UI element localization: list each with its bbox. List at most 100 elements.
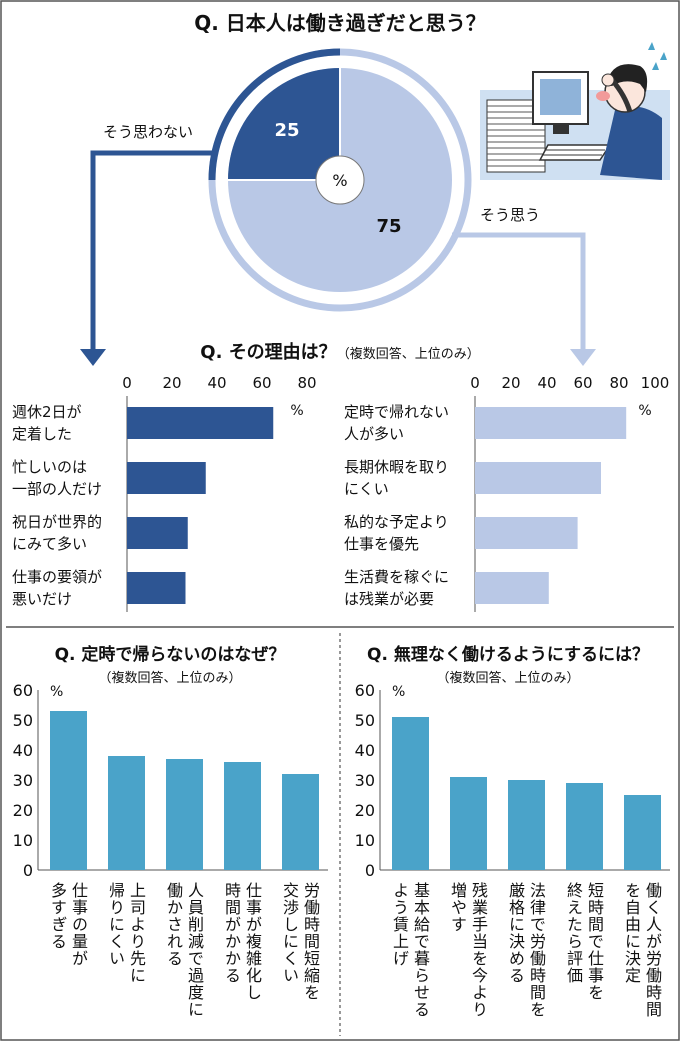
right-reason-label-1-line-0: 長期休暇を取り <box>344 458 449 476</box>
how-chart-label-1-line-1: 増やす <box>448 882 467 933</box>
pie-label-think: そう思う <box>480 206 540 224</box>
why-chart-label-0-line-1: 多すぎる <box>48 882 67 950</box>
left-reason-label-3-line-0: 仕事の要領が <box>12 568 102 586</box>
right-reason-x-tick-0: 0 <box>470 374 480 392</box>
left-reason-label-1: 忙しいのは一部の人だけ <box>12 458 102 498</box>
why-chart-bar-0 <box>50 711 87 870</box>
how-chart-label-1-line-0: 残業手当を今より <box>469 882 488 1018</box>
how-chart-y-tick-0: 0 <box>365 861 375 880</box>
how-to-work-reasonably-chart: Q. 無理なく働けるようにするには？ （複数回答、上位のみ） 0 10 20 30 40 50… <box>355 644 670 1018</box>
reasons-panel-think: 0 20 40 60 80 100% 定時で帰れない人が多い長期休暇を取りにくい私的な予定よ… <box>344 374 669 612</box>
right-reason-label-0-line-1: 人が多い <box>344 425 404 443</box>
reasons-panel-not-think: 0 20 40 60 80% 週休2日が定着した忙しいのは一部の人だけ祝日が世界的にみて多… <box>12 374 317 612</box>
how-chart-label-4-line-1: を自由に決定 <box>622 882 641 984</box>
why-chart-label-0-line-0: 仕事の量が <box>69 882 88 967</box>
arrow-not-think <box>90 150 214 350</box>
how-chart-bar-2 <box>508 780 545 870</box>
how-chart-y-tick-5: 50 <box>355 711 375 730</box>
left-reason-label-2: 祝日が世界的にみて多い <box>12 513 102 553</box>
pie-title: Q. 日本人は働き過ぎだと思う？ <box>194 11 486 35</box>
left-reason-bar-1 <box>127 462 206 494</box>
how-chart-label-0-line-0: 基本給で暮らせる <box>411 882 430 1018</box>
why-chart-bar-4 <box>282 774 319 870</box>
left-reason-bar-3 <box>127 572 186 604</box>
arrow-think <box>452 232 586 350</box>
how-chart-label-2-line-0: 法律で労働時間を <box>527 882 546 1018</box>
why-chart-title: Q. 定時で帰らないのはなぜ？ <box>55 644 286 665</box>
right-reason-x-tick-2: 40 <box>537 374 556 392</box>
right-reason-label-3-line-1: は残業が必要 <box>344 590 434 608</box>
right-reason-label-3: 生活費を稼ぐには残業が必要 <box>344 568 449 608</box>
why-chart-y-tick-3: 30 <box>13 771 33 790</box>
why-chart-unit: % <box>50 684 63 700</box>
left-reason-label-2-line-0: 祝日が世界的 <box>12 513 102 531</box>
why-chart-label-2-line-1: 働かされる <box>164 882 183 967</box>
how-chart-y-tick-3: 30 <box>355 771 375 790</box>
right-reason-x-tick-3: 60 <box>573 374 592 392</box>
how-chart-bar-1 <box>450 777 487 870</box>
right-reason-x-tick-5: 100 <box>641 374 670 392</box>
left-reason-label-2-line-1: にみて多い <box>12 535 87 553</box>
how-chart-bar-4 <box>624 795 661 870</box>
how-chart-bar-0 <box>392 717 429 870</box>
right-reason-unit: % <box>638 403 651 419</box>
left-reason-x-tick-3: 60 <box>252 374 271 392</box>
why-chart-subtitle: （複数回答、上位のみ） <box>98 670 241 686</box>
pie-center-hole <box>315 155 365 205</box>
how-chart-y-tick-2: 20 <box>355 801 375 820</box>
left-reason-label-0-line-1: 定着した <box>12 425 72 443</box>
right-reason-label-0-line-0: 定時で帰れない <box>344 403 449 421</box>
right-reason-label-2-line-1: 仕事を優先 <box>344 535 419 553</box>
why-chart-label-3-line-0: 仕事が複雑化し <box>243 882 262 1001</box>
left-reason-label-3-line-1: 悪いだけ <box>12 590 72 608</box>
right-reason-label-2-line-0: 私的な予定より <box>344 513 449 531</box>
why-chart-label-1-line-0: 上司より先に <box>127 882 146 984</box>
left-reason-label-1-line-0: 忙しいのは <box>12 458 87 476</box>
how-chart-y-tick-6: 60 <box>355 681 375 700</box>
why-chart-y-tick-0: 0 <box>23 861 33 880</box>
why-chart-y-tick-2: 20 <box>13 801 33 820</box>
how-chart-label-0-line-1: よう賃上げ <box>390 882 409 967</box>
left-reason-unit: % <box>290 403 303 419</box>
arrowhead-think <box>570 349 596 366</box>
why-chart-y-tick-1: 10 <box>13 831 33 850</box>
pie-outer-ring-dark <box>208 48 341 181</box>
left-reason-bar-0 <box>127 407 274 439</box>
left-reason-label-0-line-0: 週休2日が <box>12 403 82 421</box>
left-reason-x-tick-0: 0 <box>122 374 132 392</box>
pie-value-think: 75 <box>376 216 401 237</box>
left-reason-label-3: 仕事の要領が悪いだけ <box>12 568 102 608</box>
how-chart-label-3-line-0: 短時間で仕事を <box>585 882 604 1001</box>
pie-slice-not-think <box>228 68 340 180</box>
left-reason-x-tick-2: 40 <box>207 374 226 392</box>
why-not-leave-on-time-chart: Q. 定時で帰らないのはなぜ？ （複数回答、上位のみ） 0 10 20 30 40 50 60%… <box>13 644 328 1018</box>
reasons-title: Q. その理由は？（複数回答、上位のみ） <box>200 341 479 363</box>
pie-label-not-think: そう思わない <box>103 123 193 141</box>
how-chart-y-tick-4: 40 <box>355 741 375 760</box>
why-chart-label-3-line-1: 時間がかかる <box>222 882 241 984</box>
why-chart-bar-2 <box>166 759 203 870</box>
why-chart-bar-3 <box>224 762 261 870</box>
right-reason-label-1-line-1: にくい <box>344 480 389 498</box>
right-reason-bar-3 <box>475 572 549 604</box>
how-chart-unit: % <box>392 684 405 700</box>
right-reason-label-1: 長期休暇を取りにくい <box>344 458 449 498</box>
why-chart-y-tick-4: 40 <box>13 741 33 760</box>
overworked-person-illustration <box>480 42 670 180</box>
left-reason-x-tick-1: 20 <box>162 374 181 392</box>
why-chart-label-4-line-1: 交渉しにくい <box>280 882 299 984</box>
how-chart-label-2-line-1: 厳格に決める <box>506 882 525 984</box>
reasons-title-main: Q. その理由は？ <box>200 341 336 363</box>
why-chart-y-tick-6: 60 <box>13 681 33 700</box>
left-reason-x-tick-4: 80 <box>297 374 316 392</box>
how-chart-label-4-line-0: 働く人が労働時間 <box>643 882 662 1018</box>
left-reason-label-0: 週休2日が定着した <box>12 403 82 443</box>
pie-unit-label: % <box>332 171 347 190</box>
right-reason-bar-1 <box>475 462 601 494</box>
why-chart-bar-1 <box>108 756 145 870</box>
reasons-title-sub: （複数回答、上位のみ） <box>337 346 480 362</box>
why-chart-label-4-line-0: 労働時間短縮を <box>301 882 320 1001</box>
right-reason-bar-2 <box>475 517 578 549</box>
right-reason-label-3-line-0: 生活費を稼ぐに <box>344 568 449 586</box>
